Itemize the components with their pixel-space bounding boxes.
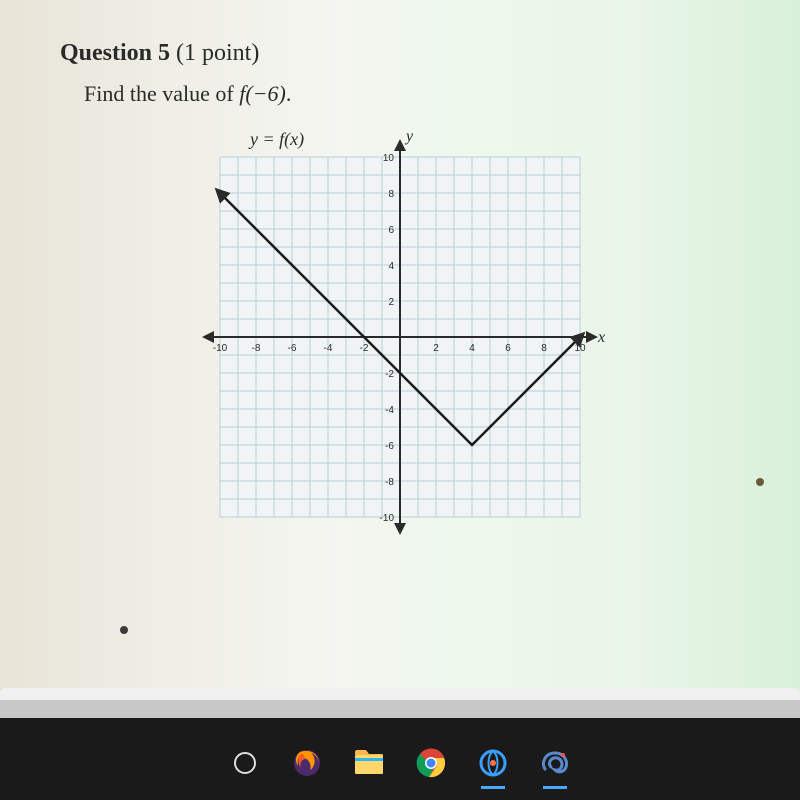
x-tick-label: -4 [324, 343, 333, 354]
cortana-circle-icon[interactable] [225, 743, 265, 783]
app-blue-icon[interactable] [473, 743, 513, 783]
y-tick-label: 2 [388, 297, 394, 308]
x-tick-label: -2 [360, 343, 369, 354]
photo-blemish [756, 478, 764, 486]
y-tick-label: 4 [388, 261, 394, 272]
windows-taskbar [0, 736, 800, 790]
y-tick-label: -8 [385, 477, 394, 488]
chrome-icon[interactable] [411, 743, 451, 783]
question-number: Question 5 [60, 40, 170, 66]
y-tick-label: 8 [388, 189, 394, 200]
y-axis-label: y [404, 128, 414, 145]
x-axis-label: x [597, 329, 605, 346]
question-prompt: Find the value of f(−6). [84, 81, 740, 107]
equation-label: y = f(x) [248, 129, 304, 150]
x-tick-label: -6 [288, 343, 297, 354]
y-tick-label: 10 [383, 153, 395, 164]
function-graph: -10 -8 -6 -4 -2 2 4 6 8 10 -10 -8 -6 -4 -2 2 4 6 8 10 y x y = … [190, 127, 610, 547]
graph-container: -10 -8 -6 -4 -2 2 4 6 8 10 -10 -8 -6 -4 -2 2 4 6 8 10 y x y = … [60, 127, 740, 547]
x-tick-label: -8 [252, 343, 261, 354]
x-tick-label: 6 [505, 343, 511, 354]
y-tick-label: 6 [388, 225, 394, 236]
question-header: Question 5 (1 point) [60, 40, 740, 67]
laptop-bezel [0, 700, 800, 800]
x-tick-label: -10 [213, 343, 228, 354]
firefox-icon[interactable] [287, 743, 327, 783]
function-expression: f(−6) [239, 81, 286, 106]
y-tick-label: -10 [380, 513, 395, 524]
x-tick-label: 10 [574, 343, 586, 354]
y-tick-label: -6 [385, 441, 394, 452]
y-tick-label: -2 [385, 369, 394, 380]
x-tick-label: 2 [433, 343, 439, 354]
photo-blemish [120, 626, 128, 634]
question-points: (1 point) [176, 40, 259, 66]
app-swirl-icon[interactable] [535, 743, 575, 783]
y-tick-label: -4 [385, 405, 394, 416]
x-tick-label: 8 [541, 343, 547, 354]
file-explorer-icon[interactable] [349, 743, 389, 783]
x-tick-label: 4 [469, 343, 475, 354]
